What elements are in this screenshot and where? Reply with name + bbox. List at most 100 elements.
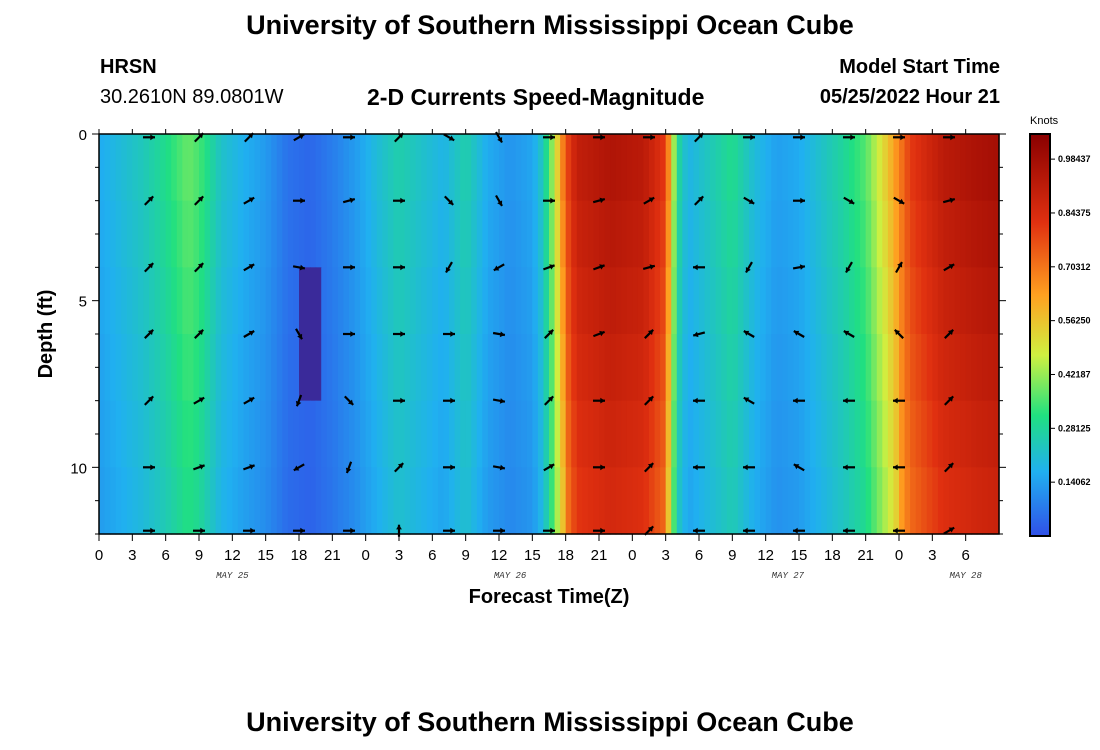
heatmap-cell bbox=[160, 467, 167, 535]
heatmap-cell bbox=[732, 200, 739, 268]
heatmap-cell bbox=[215, 400, 222, 468]
heatmap-cell bbox=[321, 200, 328, 268]
heatmap-cell bbox=[671, 267, 678, 335]
heatmap-cell bbox=[699, 400, 706, 468]
heatmap-cell bbox=[654, 134, 661, 202]
current-arrow bbox=[843, 330, 855, 338]
current-arrow bbox=[193, 527, 205, 534]
heatmap-cell bbox=[299, 400, 306, 468]
current-arrow bbox=[943, 134, 955, 141]
x-tick-label: 0 bbox=[628, 547, 636, 564]
heatmap-cell bbox=[393, 400, 400, 468]
heatmap-cell bbox=[321, 134, 328, 202]
heatmap-cell bbox=[987, 400, 995, 468]
heatmap-cell bbox=[760, 267, 767, 335]
heatmap-cell bbox=[449, 400, 456, 468]
heatmap-cell bbox=[471, 200, 478, 268]
heatmap-cell bbox=[454, 334, 461, 402]
heatmap-cell bbox=[215, 200, 222, 268]
heatmap-cell bbox=[204, 334, 211, 402]
heatmap-cell bbox=[726, 267, 733, 335]
heatmap-cell bbox=[749, 200, 756, 268]
heatmap-cell bbox=[976, 200, 983, 268]
heatmap-cell bbox=[587, 134, 595, 202]
heatmap-cell bbox=[749, 267, 756, 335]
heatmap-cell bbox=[293, 467, 300, 535]
current-arrow bbox=[943, 263, 955, 272]
heatmap-cell bbox=[432, 200, 439, 268]
heatmap-cell bbox=[260, 134, 267, 202]
heatmap-cell bbox=[137, 134, 145, 202]
heatmap-cell bbox=[765, 267, 772, 335]
heatmap-cell bbox=[904, 400, 911, 468]
colorbar-tick-label: 0.70312 bbox=[1058, 262, 1091, 272]
current-arrow bbox=[693, 397, 705, 404]
heatmap-cell bbox=[137, 267, 145, 335]
heatmap-cell bbox=[382, 134, 389, 202]
heatmap-cell bbox=[282, 134, 289, 202]
heatmap-cell bbox=[449, 467, 456, 535]
heatmap-cell bbox=[693, 334, 700, 402]
current-arrow bbox=[644, 395, 654, 406]
heatmap-cell bbox=[815, 267, 822, 335]
heatmap-cell bbox=[732, 134, 739, 202]
current-arrow bbox=[745, 261, 753, 274]
heatmap-cell bbox=[176, 400, 183, 468]
current-arrow bbox=[492, 398, 506, 404]
heatmap-cell bbox=[754, 334, 761, 402]
heatmap-cell bbox=[393, 200, 400, 268]
heatmap-cell bbox=[304, 400, 311, 468]
current-arrow bbox=[243, 330, 255, 338]
heatmap-cell bbox=[182, 134, 189, 202]
heatmap-cell bbox=[310, 334, 317, 402]
current-arrow bbox=[643, 134, 655, 141]
heatmap-cell bbox=[199, 334, 206, 402]
heatmap-cell bbox=[776, 134, 783, 202]
heatmap-cell bbox=[376, 134, 383, 202]
current-arrow bbox=[692, 331, 706, 338]
heatmap-cell bbox=[610, 334, 617, 402]
heatmap-cell bbox=[504, 467, 511, 535]
heatmap-cell bbox=[954, 334, 961, 402]
heatmap-cell bbox=[560, 200, 567, 268]
heatmap-cell bbox=[465, 134, 472, 202]
x-tick-label: 12 bbox=[491, 547, 508, 564]
heatmap-cell bbox=[843, 400, 850, 468]
heatmap-cell bbox=[137, 200, 145, 268]
colorbar-tick-label: 0.56250 bbox=[1058, 316, 1091, 326]
heatmap-cell bbox=[599, 467, 606, 535]
heatmap-cell bbox=[210, 334, 217, 402]
x-tick-label: 0 bbox=[895, 547, 903, 564]
heatmap-cell bbox=[665, 134, 672, 202]
heatmap-cell bbox=[354, 467, 361, 535]
heatmap-cell bbox=[343, 267, 350, 335]
current-arrow bbox=[593, 527, 605, 534]
heatmap-cell bbox=[465, 467, 472, 535]
heatmap-cell bbox=[926, 400, 933, 468]
heatmap-cell bbox=[471, 400, 478, 468]
heatmap-cell bbox=[910, 400, 917, 468]
current-arrow bbox=[743, 527, 755, 534]
heatmap-cell bbox=[137, 334, 145, 402]
heatmap-cell bbox=[721, 267, 728, 335]
heatmap-cell bbox=[832, 200, 839, 268]
heatmap-cell bbox=[393, 134, 400, 202]
x-tick-label: 21 bbox=[324, 547, 341, 564]
heatmap-cell bbox=[882, 267, 889, 335]
heatmap-cell bbox=[799, 200, 806, 268]
current-arrow bbox=[495, 194, 503, 207]
heatmap-cell bbox=[276, 200, 283, 268]
heatmap-cell bbox=[549, 400, 556, 468]
heatmap-cell bbox=[665, 334, 672, 402]
heatmap-cell bbox=[437, 467, 445, 535]
heatmap-cell bbox=[204, 467, 211, 535]
heatmap-cell bbox=[437, 200, 445, 268]
heatmap-cell bbox=[443, 200, 450, 268]
heatmap-cell bbox=[960, 334, 967, 402]
heatmap-cell bbox=[721, 400, 728, 468]
heatmap-cell bbox=[415, 134, 422, 202]
heatmap-cell bbox=[104, 334, 111, 402]
heatmap-cell bbox=[915, 400, 922, 468]
x-tick-label: 3 bbox=[928, 547, 936, 564]
current-arrow bbox=[144, 395, 154, 406]
